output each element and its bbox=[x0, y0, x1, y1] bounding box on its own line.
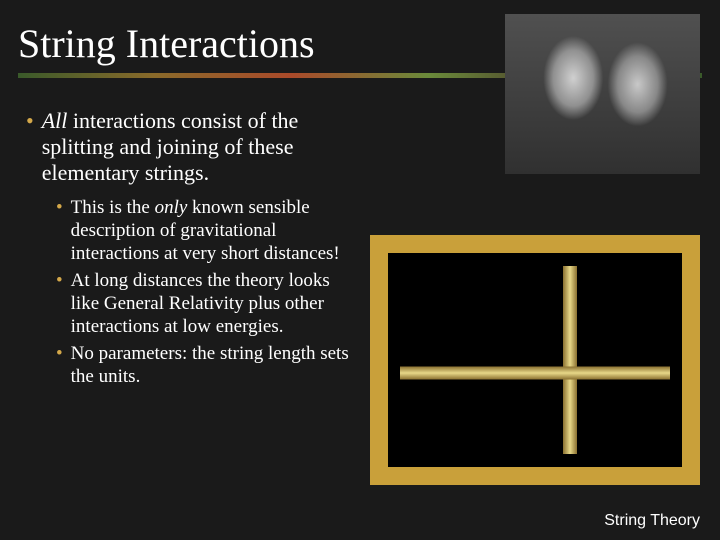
string-diagram bbox=[388, 253, 682, 467]
horizontal-string-icon bbox=[400, 366, 670, 379]
sub-bullet-text: At long distances the theory looks like … bbox=[71, 269, 360, 338]
footer-label: String Theory bbox=[604, 512, 700, 530]
main-bullet-text: All interactions consist of the splittin… bbox=[42, 108, 360, 186]
sub-bullet: • At long distances the theory looks lik… bbox=[56, 269, 360, 338]
string-diagram-frame bbox=[370, 235, 700, 485]
bullet-dot-icon: • bbox=[56, 269, 63, 338]
main-bullet-emphasis: All bbox=[42, 108, 68, 133]
sub-bullet-text: No parameters: the string length sets th… bbox=[71, 342, 360, 388]
slide: String Interactions • All interactions c… bbox=[0, 0, 720, 540]
main-bullet: • All interactions consist of the splitt… bbox=[26, 108, 360, 186]
sub-bullet: • This is the only known sensible descri… bbox=[56, 196, 360, 265]
sub-bullet-emphasis: only bbox=[155, 197, 188, 218]
couple-photo bbox=[505, 14, 700, 174]
text-column: • All interactions consist of the splitt… bbox=[18, 108, 360, 392]
sub-bullet-list: • This is the only known sensible descri… bbox=[56, 196, 360, 388]
sub-bullet-pre: At long distances the theory looks like … bbox=[71, 270, 330, 337]
sub-bullet-pre: No parameters: the string length sets th… bbox=[71, 343, 349, 387]
sub-bullet: • No parameters: the string length sets … bbox=[56, 342, 360, 388]
main-bullet-rest: interactions consist of the splitting an… bbox=[42, 108, 299, 185]
bullet-dot-icon: • bbox=[26, 108, 34, 186]
bullet-dot-icon: • bbox=[56, 196, 63, 265]
sub-bullet-text: This is the only known sensible descript… bbox=[71, 196, 360, 265]
bullet-dot-icon: • bbox=[56, 342, 63, 388]
vertical-string-icon bbox=[563, 266, 577, 454]
sub-bullet-pre: This is the bbox=[71, 197, 155, 218]
